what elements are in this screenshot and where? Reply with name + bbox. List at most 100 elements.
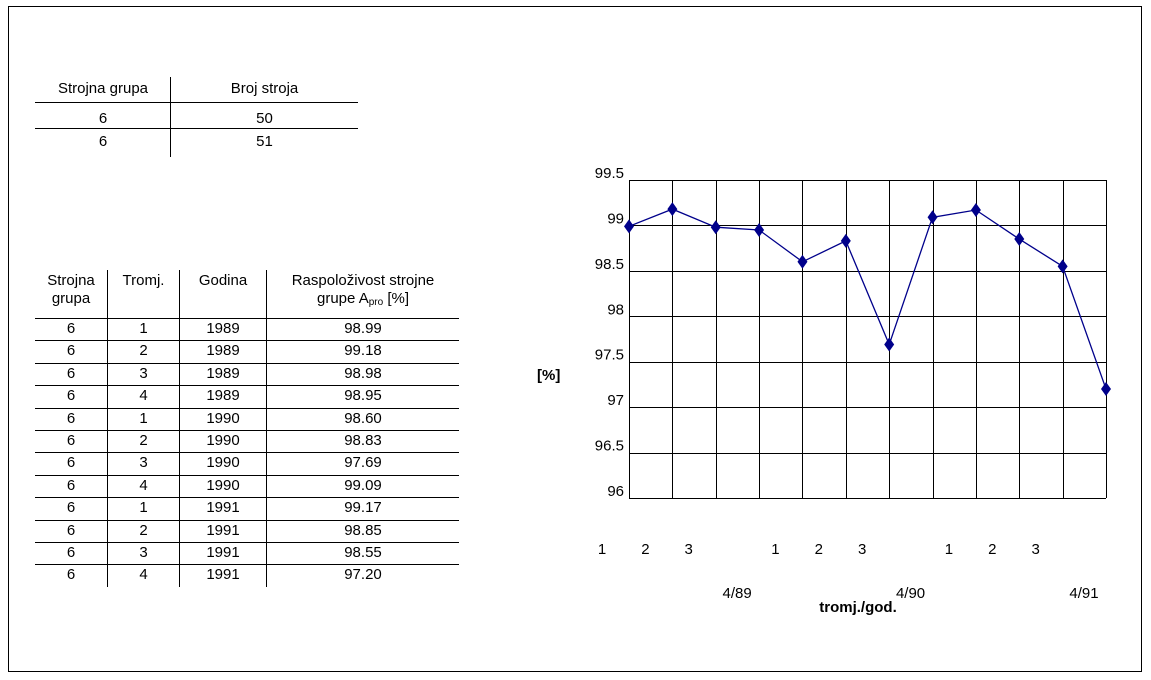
table-cell: 3 — [139, 544, 148, 561]
x-tick-label: 3 — [1031, 541, 1039, 558]
x-tick-label: 1 — [771, 541, 779, 558]
y-tick-label: 96 — [607, 483, 624, 500]
table-row-rule — [35, 363, 459, 364]
header-quarter: Tromj. — [122, 272, 165, 289]
table-cell: 6 — [66, 387, 76, 405]
table-cell: 98.99 — [344, 320, 382, 337]
table-row-rule — [35, 318, 459, 319]
table-cell: 1 — [139, 320, 148, 337]
table-cell: 6 — [66, 476, 76, 494]
table-cell: 1990 — [206, 409, 240, 427]
header-availability-line2: grupe Apro [%] — [267, 290, 459, 312]
series-markers — [624, 202, 1111, 396]
table-cell: 1990 — [206, 432, 240, 449]
table-cell: 6 — [66, 521, 76, 539]
table-cell: 4 — [139, 476, 148, 494]
machine-table-cell: 6 — [98, 110, 108, 127]
table-cell: 2 — [139, 432, 148, 449]
data-point-marker — [884, 337, 895, 352]
table-cell: 1989 — [206, 320, 240, 337]
table-cell: 2 — [139, 521, 148, 539]
table-cell: 6 — [66, 342, 76, 360]
y-axis-label: [%] — [537, 367, 560, 384]
chart-y-ticks: 99.5 99 98.5 98 97.5 97 96.5 96 — [595, 165, 624, 500]
table-cell: 99.17 — [344, 499, 382, 517]
y-tick-label: 98 — [607, 301, 624, 318]
table-row-rule — [35, 408, 459, 409]
table-cell: 4 — [139, 566, 148, 584]
table-cell: 1991 — [206, 566, 240, 584]
table-column-divider — [107, 270, 108, 587]
table-row-rule — [35, 340, 459, 341]
data-point-marker — [927, 210, 938, 225]
y-tick-label: 99 — [607, 210, 624, 227]
x-tick-label: 1 — [598, 541, 606, 558]
machine-table-header-group: Strojna grupa — [57, 80, 149, 97]
table-cell: 6 — [66, 364, 76, 382]
series-line — [628, 208, 1107, 390]
figure-frame — [8, 6, 1142, 672]
header-year: Godina — [198, 272, 248, 289]
chart-x-ticks: 1 2 3 4/89 1 2 3 4/90 1 2 3 4/91 — [598, 541, 1099, 602]
table-cell: 1989 — [206, 364, 240, 382]
table-cell: 4 — [139, 387, 148, 405]
header-availability-prefix: grupe A — [316, 290, 369, 307]
table-cell: 6 — [66, 566, 76, 584]
table-cell: 1 — [139, 499, 148, 517]
data-point-marker — [1057, 259, 1068, 274]
data-point-marker — [1014, 232, 1025, 247]
table-cell: 97.20 — [344, 566, 382, 584]
table-rule — [35, 102, 358, 103]
data-point-marker — [754, 222, 765, 237]
table-cell: 6 — [66, 409, 76, 427]
table-rule — [35, 128, 358, 129]
table-cell: 1989 — [206, 342, 240, 360]
x-tick-label: 2 — [641, 541, 649, 558]
machine-table-cell: 50 — [256, 110, 273, 127]
table-row-rule — [35, 564, 459, 565]
x-tick-label: 4/90 — [896, 585, 925, 602]
header-availability-suffix: [%] — [383, 290, 409, 307]
data-point-marker — [624, 219, 634, 234]
data-point-marker — [970, 202, 981, 217]
table-cell: 98.85 — [344, 521, 382, 539]
table-column-divider — [179, 270, 180, 587]
table-cell: 1990 — [206, 454, 240, 472]
table-cell: 3 — [139, 364, 148, 382]
table-cell: 98.98 — [344, 364, 382, 382]
table-cell: 1991 — [206, 521, 240, 539]
y-tick-label: 96.5 — [595, 438, 624, 455]
table-cell: 6 — [66, 320, 76, 337]
table-cell: 1989 — [206, 387, 240, 405]
table-cell: 1990 — [206, 476, 240, 494]
table-row-rule — [35, 542, 459, 543]
x-tick-label: 3 — [858, 541, 866, 558]
table-cell: 6 — [66, 499, 76, 517]
table-row-rule — [35, 385, 459, 386]
table-cell: 6 — [66, 454, 76, 472]
table-column-divider — [170, 77, 171, 157]
header-group-line1: Strojna — [47, 272, 95, 289]
table-cell: 6 — [66, 432, 76, 449]
x-tick-label: 1 — [945, 541, 953, 558]
table-cell: 98.95 — [344, 387, 382, 405]
table-cell: 98.55 — [344, 544, 382, 561]
table-cell: 1 — [139, 409, 148, 427]
table-cell: 3 — [139, 454, 148, 472]
x-tick-label: 3 — [685, 541, 693, 558]
table-cell: 97.69 — [344, 454, 382, 472]
y-tick-label: 97.5 — [595, 347, 624, 364]
data-point-marker — [1101, 381, 1111, 396]
table-cell: 98.60 — [344, 409, 382, 427]
table-cell: 1991 — [206, 499, 240, 517]
table-row-rule — [35, 475, 459, 476]
table-row-rule — [35, 497, 459, 498]
x-tick-label: 4/89 — [722, 585, 751, 602]
table-cell: 99.09 — [344, 476, 382, 494]
table-row-rule — [35, 452, 459, 453]
header-group-line2: grupa — [51, 290, 91, 307]
y-tick-label: 99.5 — [595, 165, 624, 182]
x-tick-label: 2 — [815, 541, 823, 558]
data-point-marker — [710, 220, 721, 235]
